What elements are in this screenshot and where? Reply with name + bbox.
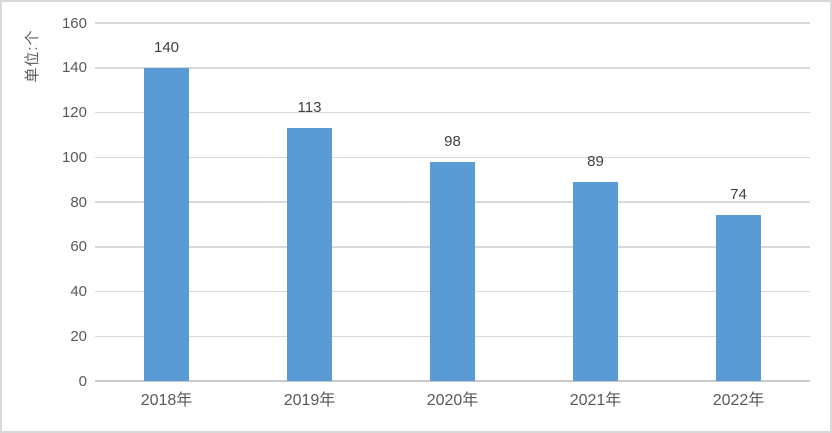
bar [716,215,761,381]
y-tick-label: 80 [70,193,87,211]
x-category-label: 2021年 [569,392,622,409]
bar-value-label: 98 [444,132,461,150]
y-tick-label: 40 [70,283,87,300]
x-axis-line [95,380,810,382]
y-tick-label: 120 [61,104,87,121]
y-tick-label: 20 [70,327,87,345]
bar-value-label: 89 [587,152,604,170]
y-tick-label: 100 [61,148,87,166]
gridline [95,111,810,114]
x-category-label: 2022年 [712,392,765,409]
bar-value-label: 74 [730,186,747,204]
bar [287,128,332,381]
bar [430,161,475,381]
x-category-label: 2019年 [283,392,336,409]
bar-value-label: 113 [297,99,322,117]
y-tick-label: 60 [70,238,87,256]
bar-value-label: 140 [153,38,180,56]
gridline [95,22,810,24]
bar [144,67,189,381]
y-tick-label: 0 [78,372,87,390]
gridline [95,67,810,69]
y-tick-label: 140 [61,59,87,77]
gridline [95,156,810,158]
y-tick-label: 160 [61,14,87,32]
x-category-label: 2020年 [426,392,479,409]
bar [573,181,618,381]
x-category-label: 2018年 [140,392,193,409]
